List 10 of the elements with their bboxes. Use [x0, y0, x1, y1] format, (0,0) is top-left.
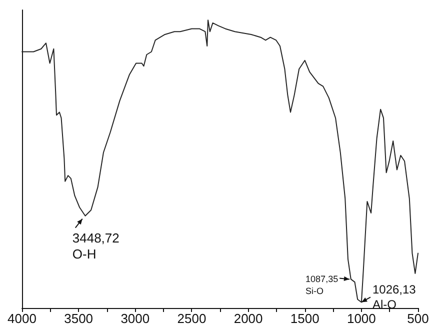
x-tick-label: 1000	[346, 311, 376, 325]
x-tick-label: 2000	[234, 311, 263, 325]
x-tick-label: 3500	[64, 311, 94, 325]
annotation: 3448,72 O-H	[72, 230, 120, 262]
annotation: 1087,35 Si-O	[306, 274, 338, 296]
x-tick-label: 2500	[177, 311, 206, 325]
x-tick-label: 1500	[290, 311, 320, 325]
x-tick-label: 3000	[120, 311, 150, 325]
x-tick-label: 4000	[8, 311, 36, 325]
x-tick-label: 500	[407, 311, 429, 325]
